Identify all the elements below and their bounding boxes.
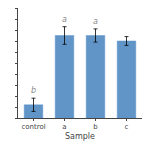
svg-text:control: control <box>21 123 45 131</box>
svg-text:a: a <box>62 123 66 131</box>
svg-text:a: a <box>93 17 98 26</box>
svg-text:Sample: Sample <box>65 132 95 141</box>
svg-text:b: b <box>93 123 98 131</box>
svg-text:c: c <box>125 123 129 131</box>
svg-text:a: a <box>62 15 67 24</box>
svg-text:b: b <box>31 86 36 95</box>
